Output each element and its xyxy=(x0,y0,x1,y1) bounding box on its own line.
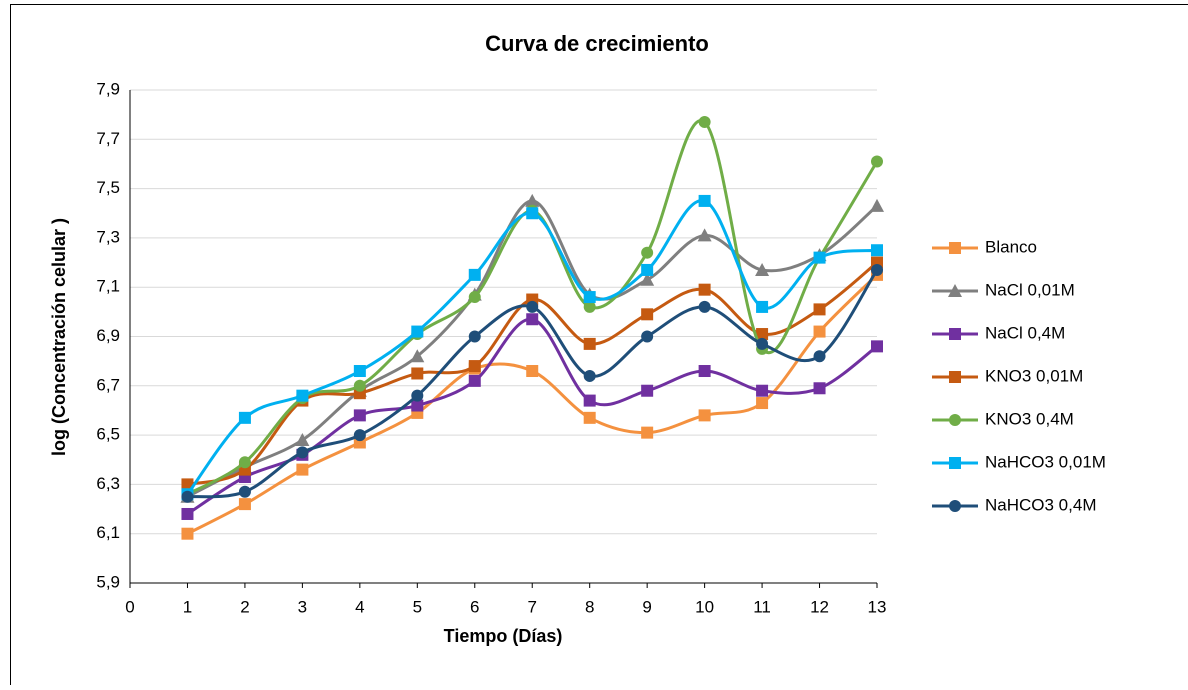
x-tick-label: 8 xyxy=(585,597,594,616)
marker xyxy=(949,457,961,469)
marker xyxy=(584,338,596,350)
marker xyxy=(949,328,961,340)
x-tick-label: 13 xyxy=(868,597,887,616)
y-tick-label: 7,9 xyxy=(96,79,120,98)
marker xyxy=(814,382,826,394)
y-tick-label: 7,5 xyxy=(96,178,120,197)
legend-label: NaCl 0,4M xyxy=(985,323,1065,342)
marker xyxy=(949,242,961,254)
marker xyxy=(949,414,961,426)
marker xyxy=(699,116,711,128)
marker xyxy=(469,269,481,281)
x-tick-label: 6 xyxy=(470,597,479,616)
marker xyxy=(699,409,711,421)
chart-title: Curva de crecimiento xyxy=(485,31,709,56)
y-tick-label: 6,5 xyxy=(96,425,120,444)
y-tick-label: 6,9 xyxy=(96,326,120,345)
marker xyxy=(411,390,423,402)
marker xyxy=(354,380,366,392)
marker xyxy=(526,301,538,313)
x-tick-label: 4 xyxy=(355,597,364,616)
marker xyxy=(296,446,308,458)
x-tick-label: 12 xyxy=(810,597,829,616)
marker xyxy=(239,486,251,498)
marker xyxy=(239,412,251,424)
marker xyxy=(181,508,193,520)
marker xyxy=(871,264,883,276)
marker xyxy=(411,326,423,338)
marker xyxy=(181,528,193,540)
legend-label: NaHCO3 0,01M xyxy=(985,452,1106,471)
marker xyxy=(354,409,366,421)
marker xyxy=(949,500,961,512)
marker xyxy=(814,252,826,264)
marker xyxy=(641,308,653,320)
marker xyxy=(239,456,251,468)
marker xyxy=(871,340,883,352)
marker xyxy=(756,338,768,350)
marker xyxy=(469,360,481,372)
marker xyxy=(296,464,308,476)
marker xyxy=(469,375,481,387)
marker xyxy=(354,365,366,377)
y-tick-label: 5,9 xyxy=(96,572,120,591)
marker xyxy=(756,385,768,397)
marker xyxy=(296,390,308,402)
marker xyxy=(239,498,251,510)
marker xyxy=(526,365,538,377)
x-tick-label: 7 xyxy=(527,597,536,616)
marker xyxy=(641,385,653,397)
marker xyxy=(584,412,596,424)
marker xyxy=(699,301,711,313)
marker xyxy=(584,291,596,303)
x-tick-label: 5 xyxy=(413,597,422,616)
x-tick-label: 1 xyxy=(183,597,192,616)
marker xyxy=(871,155,883,167)
y-tick-label: 7,7 xyxy=(96,129,120,148)
x-tick-label: 10 xyxy=(695,597,714,616)
x-tick-label: 3 xyxy=(298,597,307,616)
marker xyxy=(584,395,596,407)
marker xyxy=(756,301,768,313)
marker xyxy=(181,491,193,503)
legend-label: NaCl 0,01M xyxy=(985,280,1075,299)
marker xyxy=(411,367,423,379)
y-tick-label: 6,7 xyxy=(96,375,120,394)
marker xyxy=(949,371,961,383)
y-tick-label: 7,3 xyxy=(96,227,120,246)
marker xyxy=(469,331,481,343)
marker xyxy=(469,291,481,303)
legend-label: Blanco xyxy=(985,237,1037,256)
legend-label: KNO3 0,4M xyxy=(985,409,1074,428)
marker xyxy=(526,313,538,325)
marker xyxy=(641,247,653,259)
x-tick-label: 2 xyxy=(240,597,249,616)
marker xyxy=(584,370,596,382)
x-tick-label: 9 xyxy=(642,597,651,616)
y-axis-label: log (Concentración celular ) xyxy=(49,218,69,456)
x-tick-label: 11 xyxy=(753,597,771,616)
marker xyxy=(641,427,653,439)
x-tick-label: 0 xyxy=(125,597,134,616)
marker xyxy=(756,397,768,409)
marker xyxy=(699,284,711,296)
marker xyxy=(814,326,826,338)
y-tick-label: 6,3 xyxy=(96,474,120,493)
x-axis-label: Tiempo (Días) xyxy=(444,626,563,646)
marker xyxy=(699,195,711,207)
marker xyxy=(641,264,653,276)
marker xyxy=(814,303,826,315)
y-tick-label: 7,1 xyxy=(96,277,120,296)
y-tick-label: 6,1 xyxy=(96,523,120,542)
legend-label: NaHCO3 0,4M xyxy=(985,495,1096,514)
marker xyxy=(354,429,366,441)
marker xyxy=(526,207,538,219)
marker xyxy=(814,350,826,362)
marker xyxy=(641,331,653,343)
marker xyxy=(871,244,883,256)
marker xyxy=(699,365,711,377)
legend-label: KNO3 0,01M xyxy=(985,366,1083,385)
